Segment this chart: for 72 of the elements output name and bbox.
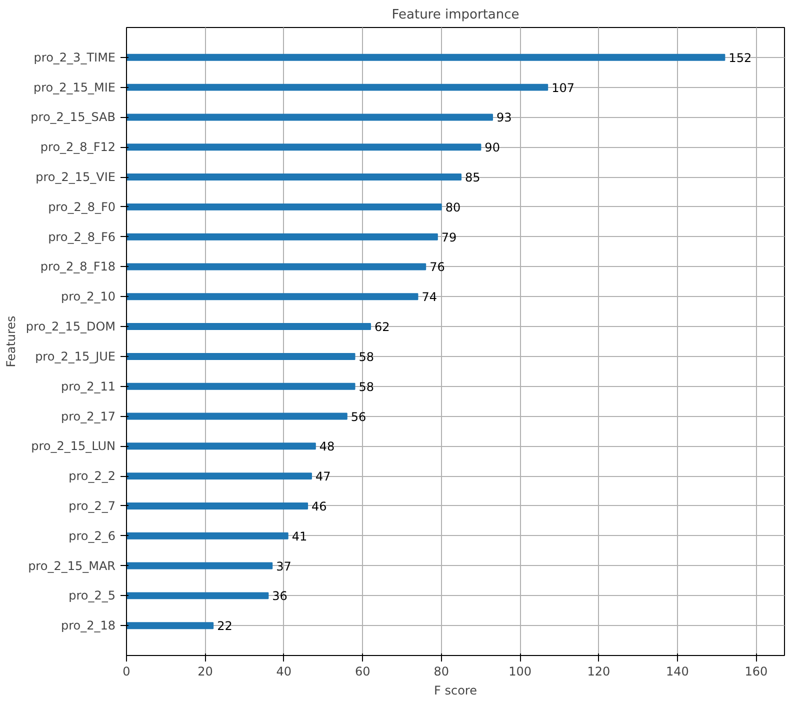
y-tick-label: pro_2_15_SAB (30, 110, 116, 124)
data-label: 74 (422, 290, 437, 304)
data-label: 22 (217, 619, 232, 634)
data-label: 90 (484, 140, 500, 155)
x-axis-title: F score (434, 684, 477, 698)
data-label: 37 (276, 559, 292, 574)
data-label: 48 (319, 440, 335, 454)
data-label: 85 (465, 170, 480, 185)
bar (126, 532, 288, 540)
data-label: 79 (441, 230, 457, 244)
y-tick-label: pro_2_8_F6 (48, 230, 116, 244)
data-label: 56 (350, 410, 366, 424)
bar (126, 233, 438, 240)
y-tick-label: pro_2_15_MAR (28, 558, 116, 573)
data-label: 152 (728, 50, 752, 65)
data-label: 36 (272, 589, 288, 604)
bar (126, 203, 442, 210)
x-tick-label: 40 (276, 664, 292, 678)
y-tick-label: pro_2_15_LUN (31, 439, 116, 454)
y-tick-label: pro_2_15_JUE (35, 349, 116, 364)
y-axis-title: Features (4, 316, 18, 368)
y-tick-label: pro_2_15_VIE (36, 170, 116, 184)
y-tick-label: pro_2_8_F0 (48, 200, 116, 214)
y-tick-label: pro_2_6 (68, 528, 116, 543)
y-tick-label: pro_2_5 (68, 588, 116, 603)
y-tick-label: pro_2_8_F18 (40, 260, 116, 274)
data-label: 58 (358, 380, 374, 394)
bar (126, 84, 548, 91)
bar (126, 323, 371, 330)
data-label: 41 (292, 529, 308, 544)
x-tick-label: 0 (122, 664, 130, 678)
bar (126, 54, 726, 61)
y-tick-label: pro_2_15_DOM (26, 320, 116, 334)
x-tick-label: 80 (434, 664, 449, 678)
x-tick-label: 100 (508, 664, 532, 678)
y-tick-label: pro_2_18 (60, 618, 116, 633)
bar (126, 412, 348, 420)
bar (126, 352, 356, 360)
bar (126, 622, 214, 630)
x-tick-label: 120 (587, 664, 610, 678)
data-label: 93 (496, 110, 512, 125)
bar (126, 114, 493, 121)
y-tick-label: pro_2_17 (60, 409, 116, 424)
x-tick-label: 140 (666, 664, 689, 678)
bar (126, 562, 273, 570)
y-tick-label: pro_2_2 (68, 469, 116, 484)
x-tick-label: 160 (744, 664, 768, 678)
data-label: 58 (358, 350, 374, 364)
bar (126, 502, 308, 510)
data-label: 47 (315, 470, 331, 484)
bar (126, 472, 312, 480)
y-tick-label: pro_2_7 (68, 498, 116, 513)
data-label: 46 (312, 499, 327, 514)
y-tick-label: pro_2_10 (60, 290, 116, 304)
bar (126, 174, 462, 181)
bar (126, 442, 316, 450)
y-tick-label: pro_2_8_F12 (40, 140, 116, 154)
y-tick-label: pro_2_11 (60, 379, 116, 394)
data-label: 107 (552, 80, 574, 95)
chart-title: Feature importance (392, 8, 520, 22)
bar (126, 144, 482, 151)
y-tick-label: pro_2_3_TIME (34, 50, 116, 64)
bar (126, 592, 269, 600)
x-tick-label: 20 (198, 664, 213, 678)
bar (126, 382, 356, 390)
bar (126, 263, 426, 270)
data-label: 76 (430, 260, 445, 274)
x-tick-label: 60 (354, 664, 370, 678)
y-tick-label: pro_2_15_MIE (33, 80, 116, 94)
data-label: 80 (445, 200, 461, 214)
data-label: 62 (374, 320, 390, 334)
bar (126, 293, 418, 300)
